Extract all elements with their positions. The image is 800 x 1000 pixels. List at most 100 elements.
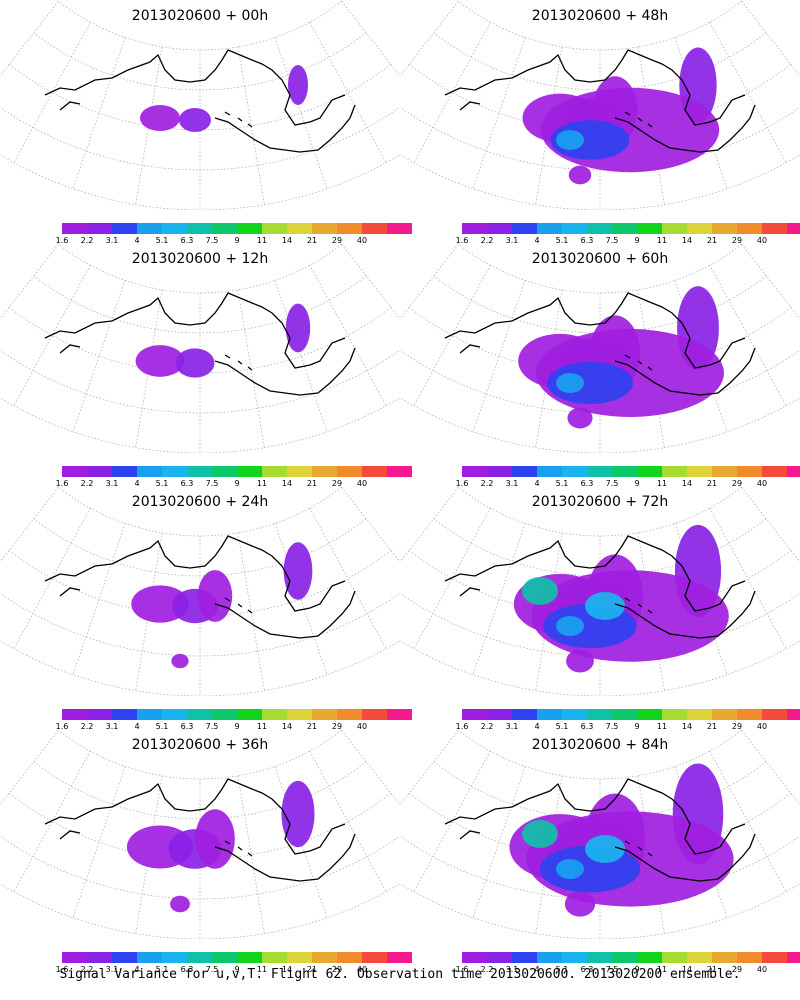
meridian-gridline xyxy=(13,750,91,892)
colorbar-swatch xyxy=(537,466,562,477)
colorbar-tick-label: 7.5 xyxy=(605,965,619,974)
variance-region xyxy=(285,303,311,353)
meridian-gridline xyxy=(341,487,400,563)
colorbar-swatch xyxy=(762,466,787,477)
variance-region xyxy=(140,105,180,131)
colorbar-tick-label: 4 xyxy=(134,965,140,974)
colorbar-tick-label: 40 xyxy=(356,965,368,974)
colorbar-swatch xyxy=(87,223,112,234)
meridian-gridline xyxy=(13,21,91,163)
colorbar-labels: 1.6 2.2 3.1 4 5.1 6.3 7.5 9 11 14 21 29 40 xyxy=(56,479,412,489)
colorbar-swatch xyxy=(712,466,737,477)
colorbar-swatch xyxy=(662,223,687,234)
colorbar-swatch xyxy=(512,709,537,720)
colorbar-tick-label: 1.6 xyxy=(455,965,469,974)
colorbar-swatch xyxy=(562,952,587,963)
meridian-gridline xyxy=(309,264,387,406)
colorbar-tick-label: 29 xyxy=(731,236,743,245)
colorbar-tick-label: 3.1 xyxy=(505,722,519,731)
colorbar-tick-label: 3.1 xyxy=(505,479,519,488)
colorbar-tick-label: 3.1 xyxy=(505,965,519,974)
meridian-gridline xyxy=(413,264,491,406)
colorbar-swatch xyxy=(662,466,687,477)
colorbar-swatch xyxy=(687,952,712,963)
meridian-gridline xyxy=(413,750,491,892)
colorbar-tick-label: 1.6 xyxy=(55,965,69,974)
variance-region xyxy=(283,542,313,600)
meridian-gridline xyxy=(400,730,459,806)
colorbar-tick-label: 9 xyxy=(234,479,240,488)
colorbar-swatch xyxy=(237,709,262,720)
meridian-gridline xyxy=(674,280,728,432)
panel-title: 2013020600 + 36h xyxy=(131,737,269,753)
colorbar-swatch xyxy=(187,466,212,477)
variance-region xyxy=(556,616,584,636)
colorbar-swatch xyxy=(387,466,412,477)
colorbar-labels: 1.6 2.2 3.1 4 5.1 6.3 7.5 9 11 14 21 29 40 xyxy=(456,722,800,732)
colorbar-tick-label: 14 xyxy=(681,479,693,488)
colorbar-swatch xyxy=(362,466,387,477)
colorbar-tick-label: 21 xyxy=(706,479,718,488)
latitude-gridline xyxy=(0,640,400,696)
polar-map xyxy=(400,244,800,453)
latitude-gridline xyxy=(58,487,342,537)
colorbar-tick-label: 21 xyxy=(706,965,718,974)
colorbar-tick-label: 4 xyxy=(134,236,140,245)
colorbar-tick-label: 14 xyxy=(681,965,693,974)
meridian-gridline xyxy=(709,750,787,892)
colorbar-swatch xyxy=(187,223,212,234)
colorbar-swatch xyxy=(637,466,662,477)
colorbar-swatch xyxy=(62,466,87,477)
colorbar-tick-label: 40 xyxy=(756,722,768,731)
colorbar-swatch xyxy=(187,709,212,720)
colorbar-labels: 1.6 2.2 3.1 4 5.1 6.3 7.5 9 11 14 21 29 40 xyxy=(56,965,412,975)
latitude-gridline xyxy=(400,883,800,939)
colorbar-tick-label: 9 xyxy=(634,722,640,731)
colorbar-swatch xyxy=(87,466,112,477)
colorbar-swatch xyxy=(62,952,87,963)
meridian-gridline xyxy=(709,507,787,649)
meridian-gridline xyxy=(72,280,126,432)
colorbar-tick-label: 11 xyxy=(256,722,268,731)
meridian-gridline xyxy=(237,289,265,448)
colorbar-tick-label: 6.3 xyxy=(180,722,194,731)
colorbar-tick-label: 4 xyxy=(534,236,540,245)
colorbar-swatch xyxy=(262,709,287,720)
colorbar-tick-label: 2.2 xyxy=(80,236,94,245)
colorbar-swatch xyxy=(687,709,712,720)
meridian-gridline xyxy=(135,46,163,205)
colorbar-tick-label: 11 xyxy=(656,722,668,731)
meridian-gridline xyxy=(413,507,491,649)
colorbar-swatch xyxy=(462,952,487,963)
figure-caption: Signal Variance for u,v,T. Flight 62. Ob… xyxy=(59,967,741,982)
colorbar-swatch xyxy=(162,223,187,234)
colorbar-tick-label: 9 xyxy=(634,479,640,488)
polar-map xyxy=(0,244,400,453)
colorbar-swatch xyxy=(312,709,337,720)
colorbar-swatch xyxy=(137,952,162,963)
colorbar-tick-label: 2.2 xyxy=(480,965,494,974)
colorbar-swatch xyxy=(487,709,512,720)
polar-map xyxy=(0,730,400,939)
colorbar-labels: 1.6 2.2 3.1 4 5.1 6.3 7.5 9 11 14 21 29 40 xyxy=(456,965,800,975)
panel-title: 2013020600 + 60h xyxy=(531,251,669,267)
colorbar-swatch xyxy=(112,223,137,234)
latitude-gridline xyxy=(0,397,400,453)
colorbar-tick-label: 2.2 xyxy=(80,479,94,488)
meridian-gridline xyxy=(637,289,665,448)
variance-region xyxy=(522,577,558,605)
colorbar-tick-label: 5.1 xyxy=(155,965,169,974)
variance-region xyxy=(556,130,584,150)
colorbar-swatch xyxy=(487,952,512,963)
colorbar-tick-label: 9 xyxy=(234,722,240,731)
variance-region xyxy=(170,895,190,913)
variance-region xyxy=(195,809,235,869)
colorbar-swatch xyxy=(212,709,237,720)
meridian-gridline xyxy=(0,244,59,320)
coastline xyxy=(444,535,756,639)
colorbar-tick-label: 5.1 xyxy=(155,722,169,731)
polar-map xyxy=(0,1,400,210)
colorbar-swatch xyxy=(562,709,587,720)
colorbar-swatch xyxy=(637,709,662,720)
polar-map xyxy=(0,487,400,696)
